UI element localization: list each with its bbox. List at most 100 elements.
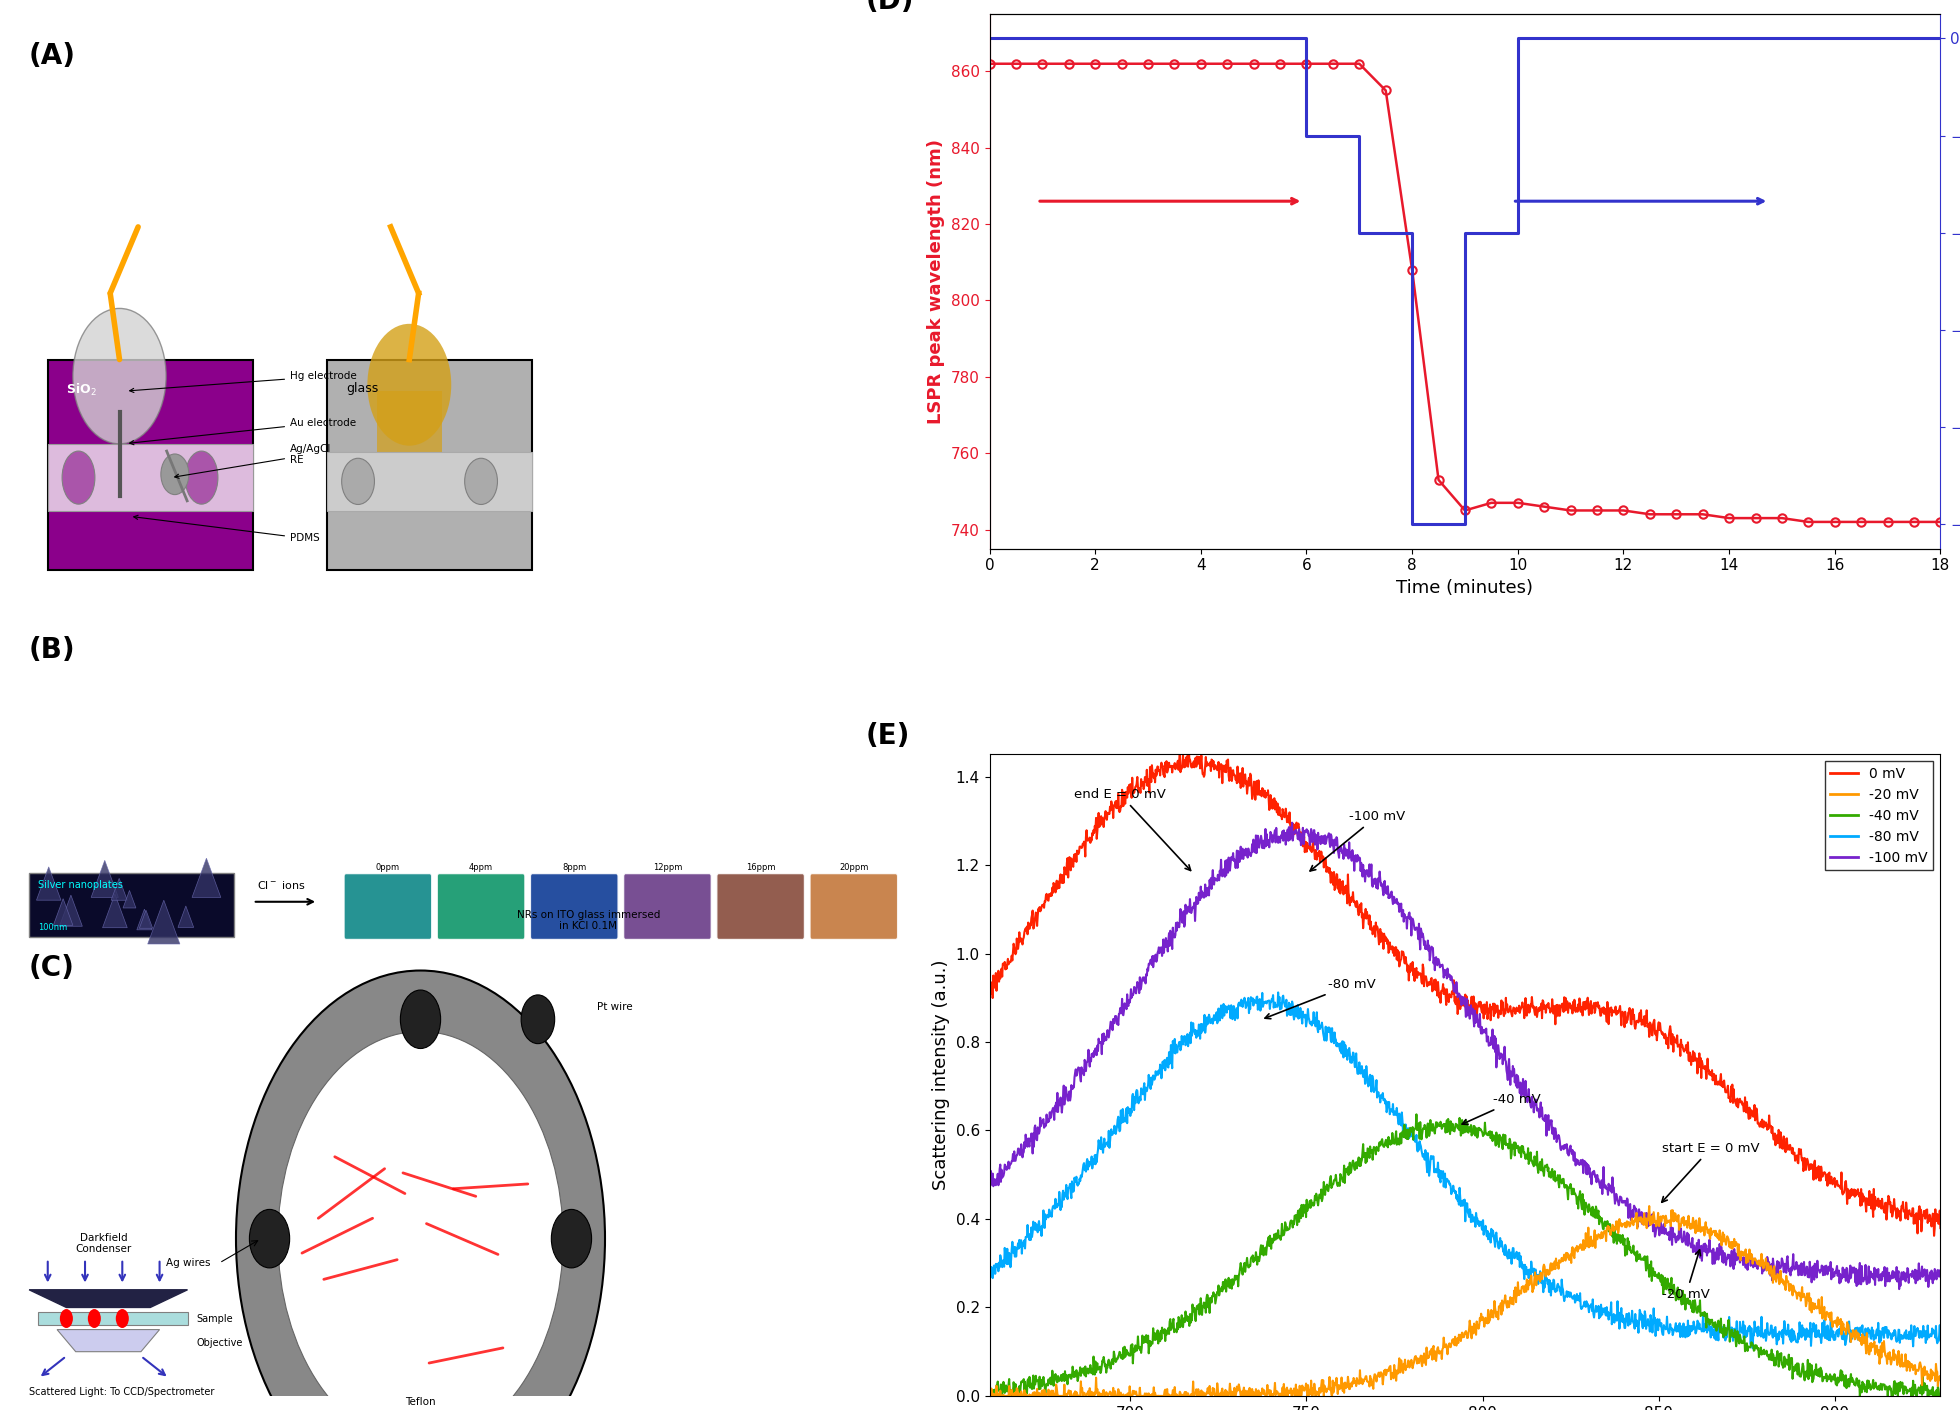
Circle shape: [161, 454, 188, 495]
Polygon shape: [29, 1290, 188, 1307]
0 mV: [1923, 1227, 1946, 1244]
FancyBboxPatch shape: [327, 360, 533, 570]
-80 mV: [978, 1263, 1002, 1280]
Polygon shape: [102, 894, 127, 928]
-20 mV: [1637, 1197, 1660, 1214]
FancyBboxPatch shape: [437, 874, 525, 939]
Text: Ag wires: Ag wires: [167, 1258, 212, 1268]
FancyBboxPatch shape: [809, 874, 898, 939]
-20 mV: [1401, 1359, 1425, 1376]
0 mV: [1929, 1220, 1952, 1237]
FancyBboxPatch shape: [47, 360, 253, 570]
-80 mV: [1929, 1332, 1952, 1349]
-40 mV: [1521, 1152, 1544, 1169]
Ellipse shape: [341, 458, 374, 505]
-40 mV: [980, 1387, 1004, 1404]
0 mV: [1051, 867, 1074, 884]
Line: 0 mV: 0 mV: [990, 747, 1940, 1235]
-20 mV: [1051, 1387, 1074, 1404]
Text: Au electrode: Au electrode: [129, 417, 357, 444]
0 mV: [1090, 815, 1113, 832]
-40 mV: [1401, 1131, 1425, 1148]
Text: -100 mV: -100 mV: [1309, 809, 1405, 871]
Polygon shape: [123, 891, 135, 908]
Text: Sample: Sample: [196, 1314, 233, 1324]
Text: Teflon: Teflon: [406, 1397, 435, 1407]
-40 mV: [1419, 1121, 1443, 1138]
FancyBboxPatch shape: [327, 453, 533, 510]
Text: (B): (B): [29, 636, 76, 664]
Text: (A): (A): [29, 42, 76, 69]
-40 mV: [978, 1373, 1002, 1390]
-100 mV: [1280, 814, 1303, 830]
Circle shape: [249, 1210, 290, 1268]
Ellipse shape: [63, 451, 94, 505]
Polygon shape: [178, 907, 194, 928]
FancyBboxPatch shape: [47, 444, 253, 510]
Circle shape: [400, 990, 441, 1049]
Text: Pt wire: Pt wire: [596, 1003, 633, 1012]
-80 mV: [1419, 1153, 1443, 1170]
Text: glass: glass: [347, 382, 378, 395]
-20 mV: [978, 1387, 1002, 1404]
FancyBboxPatch shape: [376, 391, 441, 454]
-20 mV: [1382, 1365, 1405, 1382]
Text: PDMS: PDMS: [133, 515, 319, 543]
Polygon shape: [59, 895, 82, 926]
Circle shape: [88, 1308, 100, 1328]
Text: 0ppm: 0ppm: [376, 863, 400, 871]
-80 mV: [1740, 1340, 1764, 1356]
Circle shape: [367, 324, 451, 446]
0 mV: [1419, 976, 1443, 993]
Circle shape: [116, 1308, 129, 1328]
Circle shape: [551, 1210, 592, 1268]
Line: -20 mV: -20 mV: [990, 1206, 1940, 1396]
-100 mV: [1382, 888, 1405, 905]
Text: 12ppm: 12ppm: [653, 863, 682, 871]
FancyBboxPatch shape: [29, 873, 233, 936]
-80 mV: [1519, 1253, 1543, 1270]
-40 mV: [1405, 1105, 1429, 1122]
-100 mV: [1090, 1046, 1113, 1063]
0 mV: [1382, 939, 1405, 956]
-40 mV: [1929, 1387, 1952, 1404]
Polygon shape: [147, 900, 180, 945]
Text: 20ppm: 20ppm: [839, 863, 868, 871]
FancyBboxPatch shape: [39, 1311, 188, 1325]
Text: (C): (C): [29, 953, 74, 981]
Y-axis label: LSPR peak wavelength (nm): LSPR peak wavelength (nm): [927, 138, 945, 424]
Text: -40 mV: -40 mV: [1462, 1093, 1541, 1124]
0 mV: [1401, 967, 1425, 984]
-20 mV: [1929, 1372, 1952, 1389]
-100 mV: [1887, 1280, 1911, 1297]
Text: end E = 0 mV: end E = 0 mV: [1074, 788, 1190, 870]
Text: Objective: Objective: [196, 1338, 243, 1348]
-100 mV: [1401, 912, 1425, 929]
-100 mV: [1929, 1263, 1952, 1280]
Y-axis label: Scattering intensity (a.u.): Scattering intensity (a.u.): [933, 960, 951, 1190]
Circle shape: [61, 1308, 73, 1328]
Polygon shape: [37, 867, 61, 900]
Circle shape: [73, 309, 167, 444]
-80 mV: [1401, 1125, 1425, 1142]
Text: start E = 0 mV: start E = 0 mV: [1662, 1142, 1760, 1203]
Text: Scattered Light: To CCD/Spectrometer: Scattered Light: To CCD/Spectrometer: [29, 1387, 214, 1397]
Text: NRs on ITO glass immersed
in KCl 0.1M: NRs on ITO glass immersed in KCl 0.1M: [517, 909, 661, 931]
-20 mV: [1519, 1275, 1543, 1292]
-100 mV: [1419, 948, 1443, 964]
Polygon shape: [139, 911, 153, 928]
Ellipse shape: [465, 458, 498, 505]
Text: Hg electrode: Hg electrode: [129, 371, 357, 392]
-40 mV: [1382, 1132, 1405, 1149]
Text: 100nm: 100nm: [39, 924, 69, 932]
Polygon shape: [192, 859, 221, 897]
-20 mV: [1417, 1342, 1441, 1359]
-40 mV: [1053, 1366, 1076, 1383]
-100 mV: [1051, 1087, 1074, 1104]
Polygon shape: [137, 909, 153, 929]
-80 mV: [1051, 1182, 1074, 1198]
Text: 8ppm: 8ppm: [563, 863, 586, 871]
Text: Cl$^-$ ions: Cl$^-$ ions: [257, 878, 306, 891]
Text: (E): (E): [866, 722, 909, 750]
0 mV: [978, 974, 1002, 991]
